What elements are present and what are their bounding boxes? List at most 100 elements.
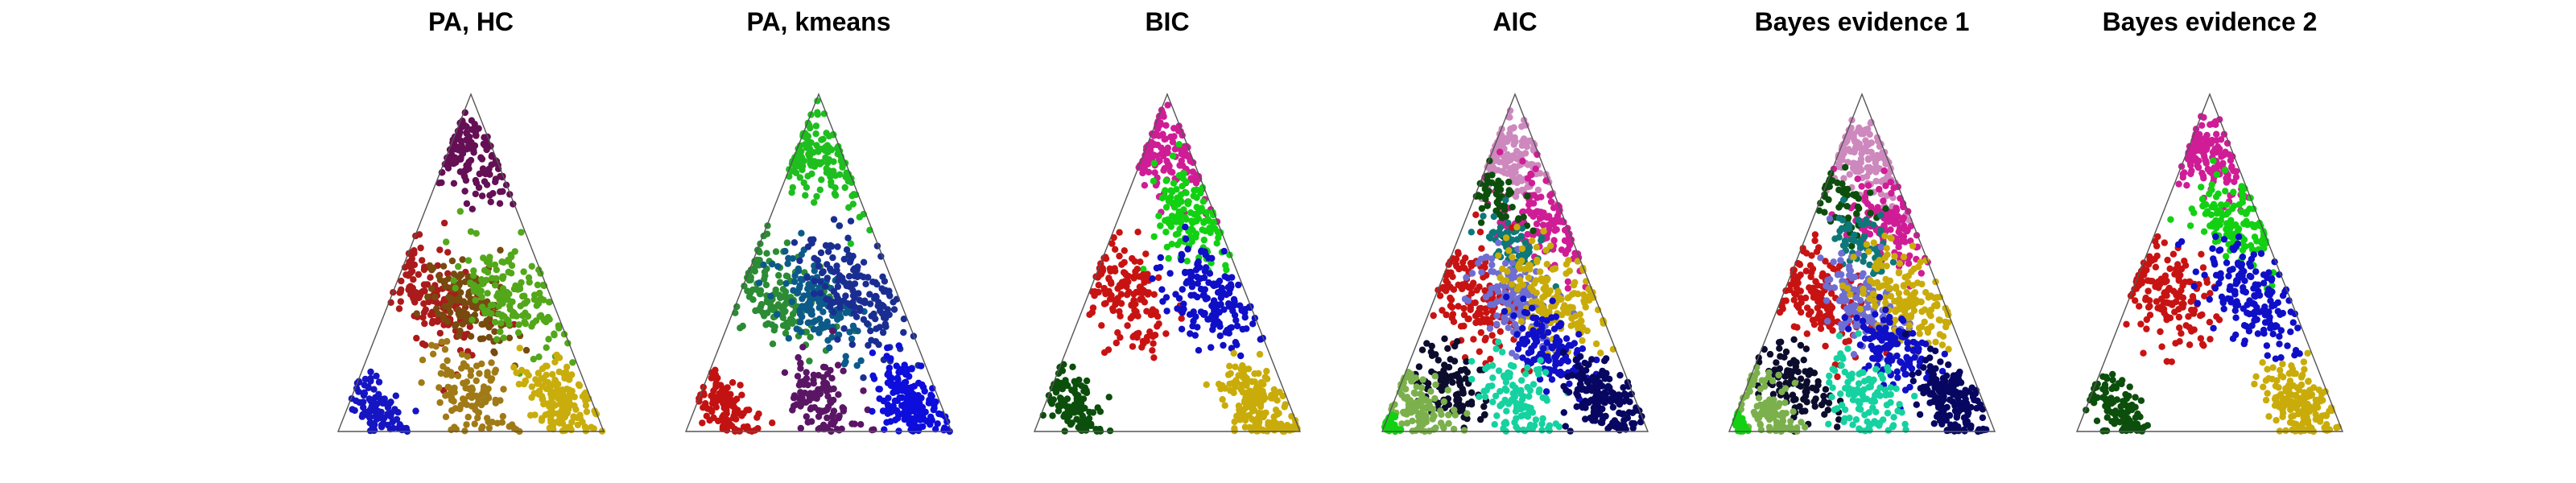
data-point (1182, 223, 1189, 231)
panel-title: Bayes evidence 1 (1755, 7, 1970, 36)
data-point (1835, 262, 1843, 270)
data-point (1235, 281, 1242, 289)
data-point (753, 256, 761, 264)
data-point (1260, 413, 1268, 420)
data-point (455, 332, 463, 340)
data-point (891, 416, 899, 423)
data-point (1238, 307, 1245, 314)
data-point (1189, 226, 1196, 234)
data-point (1178, 315, 1185, 322)
data-point (1483, 309, 1490, 316)
data-point (1166, 270, 1174, 277)
data-point (535, 378, 542, 386)
data-point (484, 290, 491, 297)
data-point (459, 256, 466, 263)
data-point (1227, 281, 1235, 288)
data-point (1528, 348, 1535, 356)
data-point (816, 186, 824, 193)
data-point (834, 361, 842, 369)
data-point (491, 328, 498, 336)
data-point (1851, 302, 1858, 309)
data-point (768, 260, 776, 268)
data-point (1538, 350, 1546, 358)
data-point (497, 320, 505, 327)
data-point (1509, 254, 1516, 261)
data-point (1569, 304, 1576, 312)
data-point (815, 262, 823, 270)
data-point (785, 335, 792, 342)
data-point (1543, 261, 1551, 268)
data-point (1220, 341, 1227, 349)
data-point (539, 415, 546, 422)
data-point (844, 171, 852, 178)
data-point (1450, 318, 1458, 325)
data-point (1496, 148, 1504, 155)
data-point (1463, 410, 1471, 417)
data-point (471, 420, 478, 427)
data-point (1533, 220, 1541, 228)
data-point (914, 392, 922, 399)
data-point (1880, 197, 1887, 204)
data-point (1849, 191, 1857, 198)
data-point (1077, 426, 1084, 433)
data-point (544, 378, 551, 386)
data-point (1478, 269, 1485, 276)
data-point (471, 312, 479, 319)
data-point (496, 200, 504, 207)
data-point (1477, 304, 1484, 312)
data-point (834, 283, 842, 291)
data-point (714, 374, 721, 382)
data-point (1495, 367, 1503, 374)
data-point (1180, 300, 1187, 308)
data-point (1850, 351, 1858, 358)
data-point (1177, 191, 1185, 198)
data-point (484, 269, 492, 276)
data-point (478, 320, 485, 328)
data-point (857, 421, 865, 428)
data-point (737, 382, 744, 389)
data-point (1095, 288, 1102, 296)
data-point (1432, 381, 1439, 389)
data-point (1430, 312, 1437, 320)
scatter-points (696, 97, 953, 436)
data-point (798, 229, 805, 237)
data-point (499, 285, 507, 292)
data-point (456, 279, 464, 287)
data-point (398, 424, 406, 431)
data-point (1550, 221, 1558, 229)
data-point (1199, 198, 1208, 205)
data-point (1442, 371, 1449, 379)
data-point (1189, 322, 1196, 330)
data-point (457, 289, 464, 296)
data-point (436, 398, 444, 407)
data-point (1581, 299, 1588, 307)
data-point (1518, 225, 1526, 232)
data-point (1447, 356, 1454, 363)
data-point (1203, 381, 1210, 388)
data-point (452, 284, 459, 291)
data-point (1564, 278, 1572, 286)
data-point (891, 397, 899, 405)
data-point (1510, 312, 1517, 320)
data-point (860, 258, 868, 266)
data-point (450, 156, 457, 163)
data-point (1436, 292, 1444, 299)
data-point (1518, 142, 1526, 149)
data-point (1512, 192, 1520, 200)
data-point (1530, 381, 1538, 388)
data-point (1549, 266, 1557, 273)
data-point (818, 408, 825, 415)
data-point (829, 327, 836, 335)
data-point (1486, 290, 1494, 297)
data-point (1209, 315, 1216, 323)
data-point (1882, 182, 1889, 189)
data-point (1480, 402, 1488, 411)
data-point (369, 419, 377, 427)
data-point (551, 330, 558, 337)
data-point (839, 404, 846, 411)
data-point (1505, 219, 1512, 227)
data-point (450, 180, 458, 187)
data-point (463, 421, 470, 428)
data-point (418, 379, 425, 386)
data-point (1204, 216, 1212, 223)
